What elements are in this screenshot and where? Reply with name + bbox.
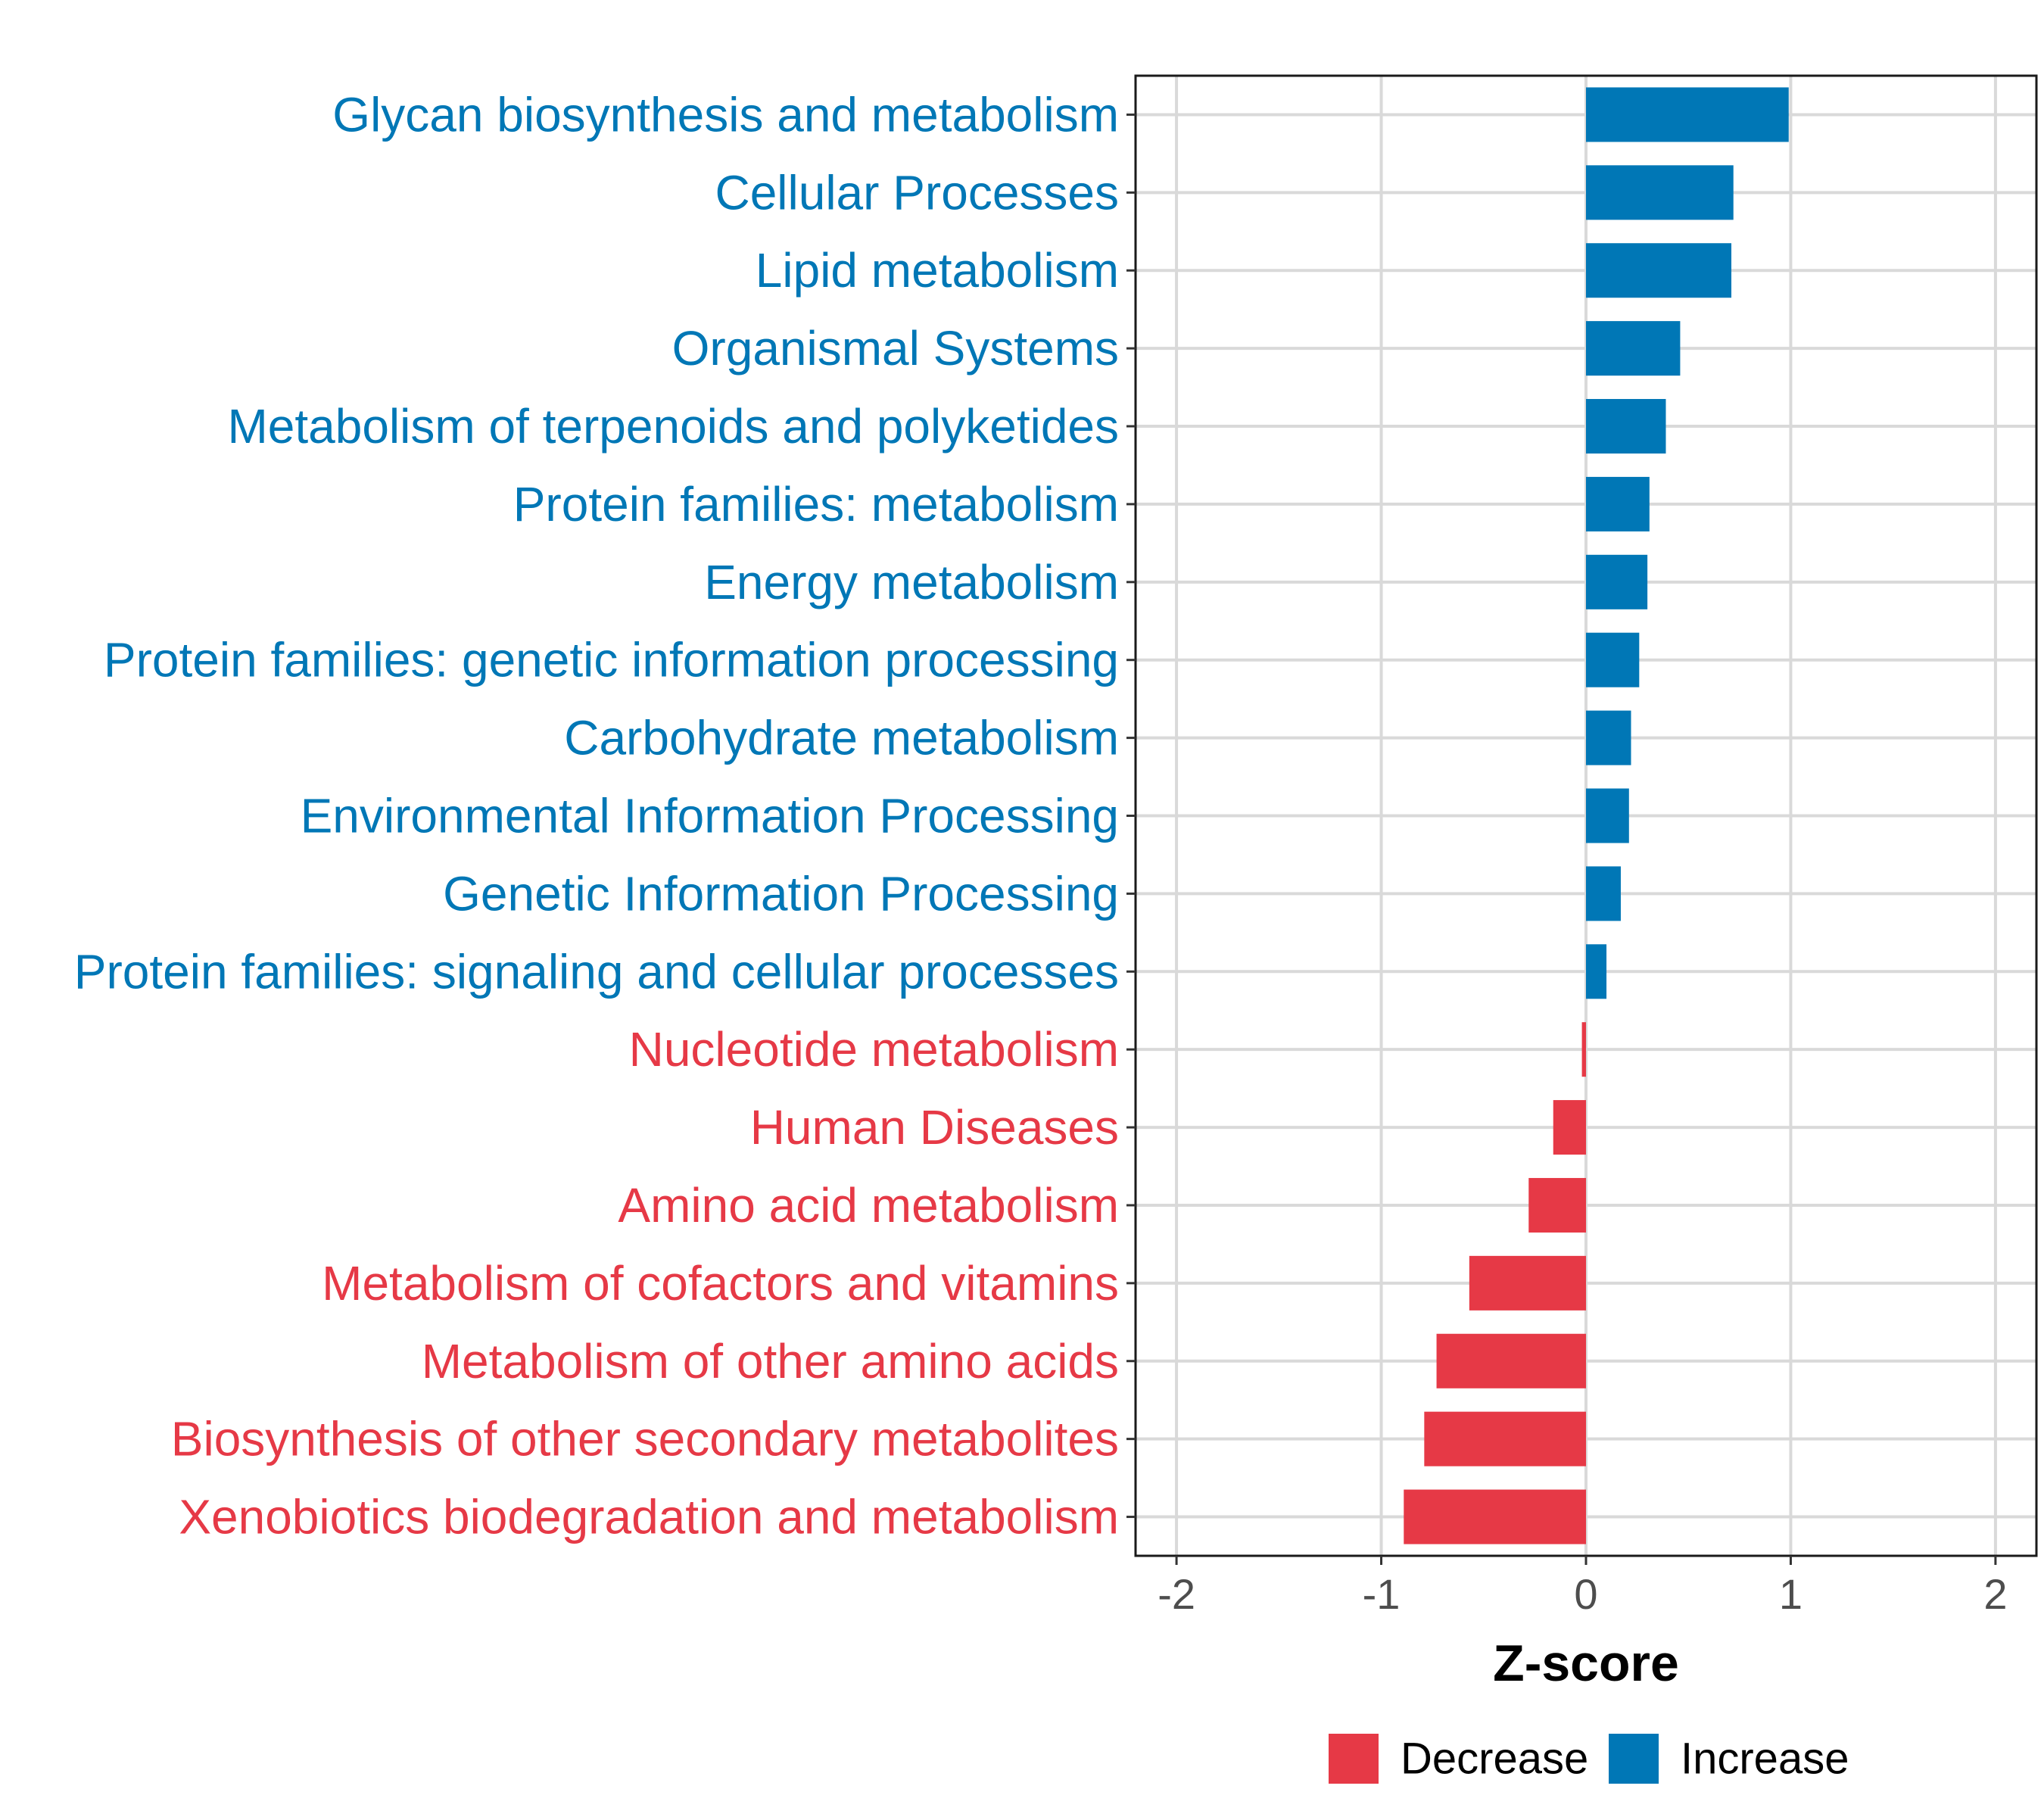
category-label: Metabolism of terpenoids and polyketides bbox=[227, 399, 1119, 453]
bar bbox=[1586, 710, 1631, 765]
bar bbox=[1436, 1333, 1586, 1388]
x-tick-label: 0 bbox=[1574, 1570, 1597, 1618]
category-label: Nucleotide metabolism bbox=[629, 1022, 1119, 1077]
bar bbox=[1586, 399, 1666, 454]
bar bbox=[1586, 476, 1650, 531]
bar bbox=[1586, 165, 1734, 220]
bar bbox=[1586, 788, 1629, 843]
legend-label: Increase bbox=[1681, 1734, 1849, 1784]
category-label: Energy metabolism bbox=[704, 555, 1119, 609]
x-axis-title: Z-score bbox=[1493, 1635, 1679, 1692]
bar bbox=[1553, 1100, 1586, 1155]
category-label: Human Diseases bbox=[750, 1100, 1119, 1155]
category-label: Protein families: signaling and cellular… bbox=[74, 944, 1119, 999]
category-label: Protein families: genetic information pr… bbox=[104, 633, 1119, 687]
bar-layer bbox=[1404, 87, 1789, 1544]
bar bbox=[1469, 1255, 1586, 1311]
legend-swatch bbox=[1329, 1734, 1379, 1784]
bar bbox=[1581, 1022, 1586, 1077]
x-tick-label: -1 bbox=[1363, 1570, 1401, 1618]
bar bbox=[1586, 866, 1621, 921]
category-label: Organismal Systems bbox=[672, 321, 1119, 376]
x-tick-label: 1 bbox=[1779, 1570, 1803, 1618]
category-label: Metabolism of cofactors and vitamins bbox=[322, 1256, 1119, 1311]
bar bbox=[1586, 321, 1681, 376]
category-label: Amino acid metabolism bbox=[618, 1178, 1119, 1233]
bar bbox=[1586, 632, 1640, 687]
category-label: Genetic Information Processing bbox=[443, 866, 1119, 921]
category-label: Cellular Processes bbox=[715, 165, 1119, 220]
category-label: Metabolism of other amino acids bbox=[422, 1334, 1119, 1388]
legend-swatch bbox=[1609, 1734, 1659, 1784]
x-tick-label: 2 bbox=[1983, 1570, 2007, 1618]
x-axis-ticks: -2 -1 0 1 2 bbox=[1158, 1556, 2007, 1618]
bar bbox=[1586, 243, 1732, 298]
bar bbox=[1586, 87, 1789, 142]
bar bbox=[1528, 1177, 1586, 1233]
category-label: Carbohydrate metabolism bbox=[564, 711, 1119, 765]
category-label: Lipid metabolism bbox=[756, 243, 1119, 298]
legend: Decrease Increase bbox=[1329, 1734, 1849, 1784]
bar bbox=[1586, 944, 1607, 999]
x-tick-label: -2 bbox=[1158, 1570, 1195, 1618]
legend-label: Decrease bbox=[1401, 1734, 1588, 1784]
category-label: Biosynthesis of other secondary metaboli… bbox=[171, 1412, 1119, 1466]
bar bbox=[1586, 554, 1648, 609]
category-label: Environmental Information Processing bbox=[301, 789, 1119, 843]
y-axis-ticks: Glycan biosynthesis and metabolism Cellul… bbox=[74, 87, 1136, 1544]
category-label: Glycan biosynthesis and metabolism bbox=[332, 87, 1119, 142]
bar bbox=[1424, 1411, 1586, 1466]
bar bbox=[1404, 1489, 1586, 1544]
category-label: Xenobiotics biodegradation and metabolis… bbox=[179, 1490, 1119, 1544]
category-label: Protein families: metabolism bbox=[513, 477, 1119, 531]
